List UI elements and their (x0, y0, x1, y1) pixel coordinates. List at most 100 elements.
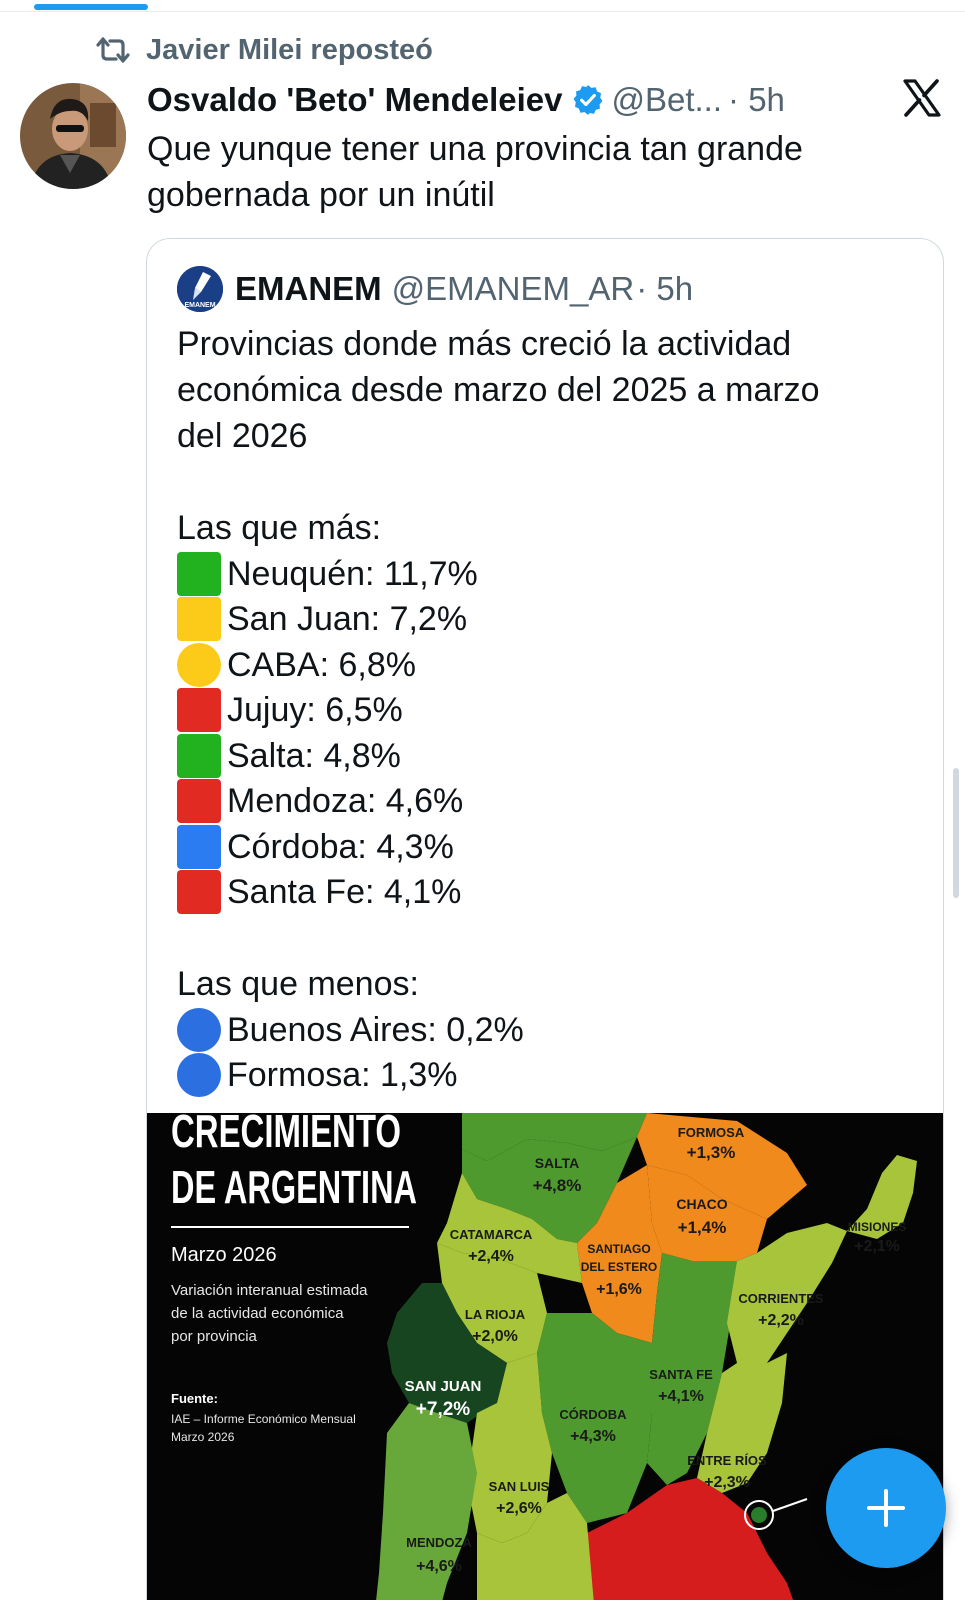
province-santa-fe (647, 1253, 737, 1485)
list-item: Jujuy: 6,5% (177, 688, 917, 734)
quote-time: · 5h (636, 270, 694, 307)
repost-icon (96, 37, 130, 63)
label-san-luis: SAN LUIS (489, 1479, 550, 1494)
quote-author-name[interactable]: EMANEM (235, 270, 382, 307)
quote-avatar-text: EMANEM (184, 302, 215, 309)
province-san-luis (467, 1353, 552, 1543)
province-catamarca (437, 1173, 582, 1283)
yellow-circle-emoji-icon (177, 642, 221, 687)
label-san-juan: SAN JUAN (405, 1378, 482, 1395)
quote-intro-line: económica desde marzo del 2025 a marzo (177, 371, 820, 409)
map-subtitle: Marzo 2026 (171, 1244, 277, 1266)
province-corrientes (727, 1223, 847, 1363)
green-square-emoji-icon (177, 733, 221, 778)
quote-author-row[interactable]: EMANEM EMANEM @EMANEM_AR · 5h (177, 266, 694, 312)
label-santa-fe: SANTA FE (649, 1367, 713, 1382)
list-item: CABA: 6,8% (177, 642, 917, 688)
value-san-juan: +7,2% (416, 1399, 471, 1420)
quote-intro-line: del 2026 (177, 417, 308, 455)
tweet-text: Que yunque tener una provincia tan grand… (147, 126, 937, 218)
avatar[interactable] (20, 83, 126, 189)
tweet-text-line: gobernada por un inútil (147, 176, 495, 214)
quote-media-image[interactable]: CRECIMIENTO DE ARGENTINA Marzo 2026 Vari… (147, 1113, 943, 1600)
tab-bar (0, 0, 965, 12)
value-san-luis: +2,6% (496, 1500, 542, 1517)
province-cordoba (537, 1313, 652, 1523)
author-handle[interactable]: @Bet... (611, 81, 723, 118)
red-square-emoji-icon (177, 870, 221, 915)
bottom-heading: Las que menos: (177, 965, 419, 1003)
quote-intro-line: Provincias donde más creció la actividad (177, 325, 792, 363)
value-mendoza: +4,6% (416, 1558, 462, 1575)
value-santiago-del-estero: +1,6% (596, 1281, 642, 1298)
value-catamarca: +2,4% (468, 1248, 514, 1265)
province-chaco (647, 1165, 767, 1261)
province-salta (462, 1137, 637, 1243)
verified-badge-icon (574, 85, 603, 115)
list-item: Neuquén: 11,7% (177, 551, 917, 597)
green-square-emoji-icon (177, 551, 221, 596)
red-square-emoji-icon (177, 688, 221, 733)
value-formosa: +1,3% (687, 1143, 736, 1162)
province-misiones (847, 1155, 917, 1239)
top-heading: Las que más: (177, 509, 382, 547)
province-santiago-del-estero (577, 1165, 662, 1343)
label-salta: SALTA (535, 1155, 580, 1171)
label-cordoba: CÓRDOBA (559, 1407, 627, 1422)
province-la-rioja (437, 1243, 547, 1363)
province-mendoza (376, 1403, 477, 1600)
repost-label: Javier Milei reposteó (146, 33, 433, 66)
label-la-rioja: LA RIOJA (465, 1307, 526, 1322)
compose-button[interactable] (826, 1448, 946, 1568)
value-la-rioja: +2,0% (472, 1328, 518, 1345)
value-cordoba: +4,3% (570, 1428, 616, 1445)
tweet-text-line: Que yunque tener una provincia tan grand… (147, 130, 803, 168)
label-santiago: SANTIAGO (587, 1242, 650, 1256)
map-source-label: Fuente: (171, 1391, 218, 1406)
repost-context[interactable]: Javier Milei reposteó (96, 30, 433, 70)
list-item: Mendoza: 4,6% (177, 779, 917, 825)
map-title-line1: CRECIMIENTO (171, 1113, 401, 1157)
label-entre-rios: ENTRE RÍOS (687, 1453, 767, 1468)
blue-square-emoji-icon (177, 824, 221, 869)
scrollbar[interactable] (953, 768, 959, 898)
label-del-estero: DEL ESTERO (581, 1260, 657, 1274)
label-corrientes: CORRIENTES (738, 1291, 824, 1306)
value-misiones: +2,1% (854, 1238, 900, 1255)
province-formosa (637, 1113, 807, 1219)
blue-circle-emoji-icon (177, 1007, 221, 1052)
value-chaco: +1,4% (678, 1218, 727, 1237)
list-item: Buenos Aires: 0,2% (177, 1007, 917, 1053)
x-logo-icon (903, 79, 941, 117)
label-misiones: MISIONES (848, 1220, 907, 1234)
tweet-author-row[interactable]: Osvaldo 'Beto' Mendeleiev @Bet... · 5h (147, 76, 785, 124)
quote-tweet-card[interactable]: EMANEM EMANEM @EMANEM_AR · 5h Provincias… (146, 238, 944, 1600)
quote-author-handle[interactable]: @EMANEM_AR (391, 270, 635, 307)
province-san-juan (387, 1283, 507, 1423)
value-corrientes: +2,2% (758, 1312, 804, 1329)
yellow-square-emoji-icon (177, 597, 221, 642)
map-desc-line: de la actividad económica (171, 1305, 344, 1322)
label-formosa: FORMOSA (678, 1125, 745, 1140)
province-buenos-aires (587, 1478, 794, 1600)
author-name[interactable]: Osvaldo 'Beto' Mendeleiev (147, 81, 563, 118)
province-entre-rios (697, 1353, 787, 1493)
plus-icon (867, 1489, 905, 1527)
map-desc-line: Variación interanual estimada (171, 1282, 368, 1299)
value-entre-rios: +2,3% (704, 1474, 750, 1491)
map-title-line2: DE ARGENTINA (171, 1161, 417, 1213)
caba-marker (744, 1500, 774, 1530)
tweet-time: · 5h (728, 81, 785, 118)
list-item: Santa Fe: 4,1% (177, 870, 917, 916)
active-tab-indicator (34, 4, 148, 10)
province-la-pampa (477, 1493, 594, 1600)
map-source-line: IAE – Informe Económico Mensual (171, 1412, 356, 1426)
red-square-emoji-icon (177, 779, 221, 824)
quote-avatar[interactable]: EMANEM (177, 266, 223, 312)
value-santa-fe: +4,1% (658, 1388, 704, 1405)
list-item: Salta: 4,8% (177, 733, 917, 779)
map-desc-line: por provincia (171, 1328, 258, 1345)
blue-circle-emoji-icon (177, 1053, 221, 1098)
label-catamarca: CATAMARCA (450, 1227, 533, 1242)
province-jujuy-salta-north (462, 1113, 647, 1161)
